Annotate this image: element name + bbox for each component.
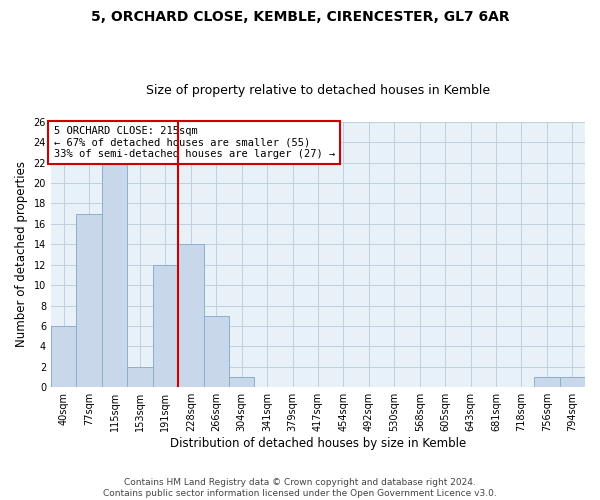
Bar: [102, 162, 127, 387]
Bar: [51, 326, 76, 387]
Bar: [178, 244, 203, 387]
Bar: [229, 377, 254, 387]
Bar: [127, 367, 152, 387]
Y-axis label: Number of detached properties: Number of detached properties: [15, 162, 28, 348]
Bar: [203, 316, 229, 387]
Bar: [152, 264, 178, 387]
Title: Size of property relative to detached houses in Kemble: Size of property relative to detached ho…: [146, 84, 490, 97]
Text: 5 ORCHARD CLOSE: 215sqm
← 67% of detached houses are smaller (55)
33% of semi-de: 5 ORCHARD CLOSE: 215sqm ← 67% of detache…: [53, 126, 335, 159]
Bar: [560, 377, 585, 387]
Bar: [76, 214, 102, 387]
Bar: [534, 377, 560, 387]
Text: Contains HM Land Registry data © Crown copyright and database right 2024.
Contai: Contains HM Land Registry data © Crown c…: [103, 478, 497, 498]
Text: 5, ORCHARD CLOSE, KEMBLE, CIRENCESTER, GL7 6AR: 5, ORCHARD CLOSE, KEMBLE, CIRENCESTER, G…: [91, 10, 509, 24]
X-axis label: Distribution of detached houses by size in Kemble: Distribution of detached houses by size …: [170, 437, 466, 450]
